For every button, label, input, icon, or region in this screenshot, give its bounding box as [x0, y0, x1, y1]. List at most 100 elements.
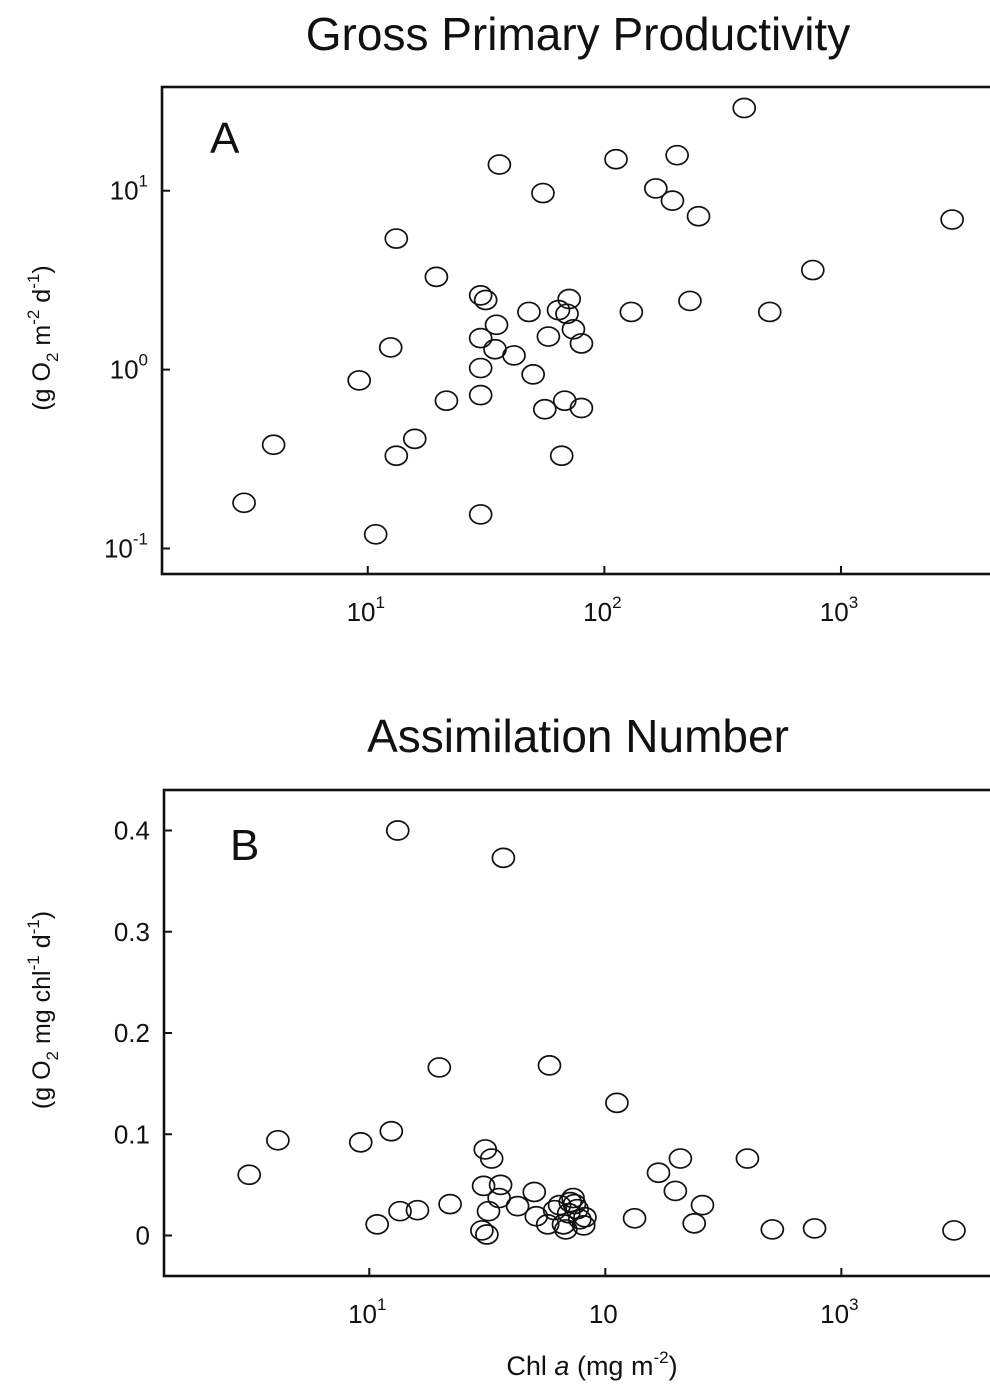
data-point — [555, 303, 579, 325]
data-point — [668, 1148, 693, 1169]
x-label-b-sup: -2 — [653, 1348, 668, 1367]
data-point — [487, 1187, 512, 1209]
data-point — [646, 1162, 671, 1184]
data-point — [484, 314, 509, 336]
data-point — [557, 288, 582, 310]
data-point — [678, 290, 702, 312]
data-point — [434, 390, 459, 412]
data-point — [476, 1200, 501, 1222]
y-tick-label: 0.1 — [114, 1119, 150, 1149]
y-tick-label: 0.3 — [114, 917, 150, 947]
x-tick-label-base: 10 — [820, 597, 849, 627]
data-point — [402, 428, 427, 450]
y-label-a-mid2: d — [28, 289, 56, 310]
x-tick-label-base: 10 — [348, 1299, 377, 1329]
x-label-b-post: (mg m — [569, 1351, 653, 1381]
data-point — [365, 1214, 390, 1235]
data-point — [571, 1215, 596, 1236]
x-tick-label-base: 10 — [347, 597, 376, 627]
x-tick-label: 103 — [820, 1295, 858, 1329]
x-tick-label-exponent: 1 — [375, 593, 384, 612]
x-label-b-italic: a — [554, 1351, 569, 1381]
data-point — [802, 1218, 827, 1239]
x-tick-label-base: 10 — [820, 1299, 849, 1329]
data-point — [348, 1131, 373, 1153]
plot-frame-a — [160, 85, 990, 576]
data-point — [475, 1224, 499, 1245]
data-point — [502, 345, 526, 366]
y-label-b-sup2: -1 — [24, 919, 43, 934]
y-label-b-sup1: -1 — [24, 955, 43, 970]
data-point — [561, 318, 586, 340]
data-point — [384, 445, 409, 467]
y-label-b-sub: 2 — [43, 1051, 62, 1060]
panel-label-b: B — [230, 821, 259, 870]
data-points-a — [232, 97, 964, 545]
data-point — [468, 327, 493, 349]
data-point — [363, 523, 388, 545]
data-point — [470, 1220, 494, 1241]
y-tick-label: 0 — [136, 1221, 150, 1251]
data-point — [549, 445, 574, 467]
plot-frame-b — [162, 788, 990, 1278]
data-point — [427, 1057, 452, 1078]
data-points-b — [237, 820, 966, 1245]
y-axis-label-b: (g O2 mg chl-1 d-1) — [24, 911, 62, 1109]
y-label-b-mid2: d — [28, 934, 56, 955]
data-point — [505, 1195, 530, 1217]
data-point — [732, 97, 757, 119]
data-point — [643, 178, 668, 199]
y-label-a-close: ) — [28, 265, 56, 273]
data-point — [663, 1180, 688, 1202]
data-point — [940, 209, 964, 230]
data-point — [567, 1208, 592, 1230]
y-label-a-mid: m — [28, 325, 56, 353]
data-point — [682, 1212, 707, 1234]
panel-label-a: A — [210, 114, 240, 163]
y-label-b-mid: mg chl — [28, 970, 56, 1051]
y-tick-label-base: 10 — [104, 533, 133, 563]
y-tick-label: 0.2 — [114, 1018, 150, 1048]
data-point — [605, 1092, 629, 1114]
data-point — [553, 1219, 578, 1240]
data-point — [517, 301, 541, 323]
y-tick-label-base: 10 — [110, 176, 139, 206]
data-point — [552, 390, 577, 412]
chart-title-b: Assimilation Number — [367, 710, 789, 762]
data-point — [488, 1174, 513, 1196]
data-point — [261, 434, 286, 456]
chart-title-a: Gross Primary Productivity — [306, 8, 850, 60]
data-point — [266, 1129, 290, 1151]
data-point — [536, 326, 561, 347]
data-point — [535, 1214, 560, 1235]
data-point — [573, 1206, 597, 1228]
y-tick-label: 100 — [110, 351, 148, 385]
data-point — [531, 182, 555, 204]
data-point — [347, 370, 372, 391]
x-label-b-close: ) — [669, 1351, 678, 1381]
data-point — [665, 144, 689, 166]
data-point — [405, 1199, 430, 1221]
y-tick-label-exponent: -1 — [133, 529, 148, 548]
y-tick-label: 10-1 — [104, 529, 148, 563]
x-ticks-a: 101 102 103 — [347, 566, 858, 627]
data-point — [569, 397, 594, 419]
x-label-b-pre: Chl — [506, 1351, 554, 1381]
data-point — [468, 504, 493, 525]
x-tick-label-exponent: 3 — [849, 1295, 858, 1314]
y-label-b-close: ) — [28, 911, 56, 919]
data-point — [521, 364, 545, 385]
y-label-a-open: (g O — [28, 362, 56, 411]
data-point — [760, 1219, 785, 1240]
data-point — [237, 1164, 262, 1186]
x-tick-label: 101 — [347, 593, 385, 627]
data-point — [468, 384, 493, 406]
data-point — [479, 1148, 504, 1169]
panel-a: Gross Primary Productivity A 101 102 103 1… — [24, 8, 990, 627]
data-point — [558, 1191, 583, 1213]
y-ticks-b: 0 0.1 0.2 0.3 0.4 — [114, 816, 172, 1251]
y-label-b-open: (g O — [28, 1060, 56, 1109]
data-point — [532, 398, 557, 420]
x-tick-label-base: 10 — [583, 597, 612, 627]
data-point — [378, 337, 403, 358]
